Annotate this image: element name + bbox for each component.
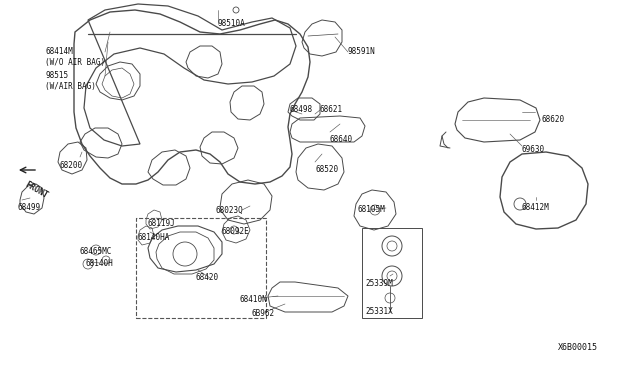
Text: 68420: 68420 [196,273,219,282]
Text: 98510A: 98510A [218,19,246,29]
Text: 98515: 98515 [45,71,68,80]
Text: 68499: 68499 [18,202,41,212]
Text: 68498: 68498 [290,106,313,115]
Text: 68465MC: 68465MC [80,247,113,257]
Text: 68410N: 68410N [240,295,268,305]
Text: 98591N: 98591N [348,48,376,57]
Text: (W/AIR BAG): (W/AIR BAG) [45,81,96,90]
Text: 68520: 68520 [315,166,338,174]
Text: 68620: 68620 [542,115,565,125]
Text: 68023Q: 68023Q [216,205,244,215]
Text: 68412M: 68412M [522,203,550,212]
Text: 68092E: 68092E [222,228,250,237]
Text: 25339M: 25339M [365,279,393,289]
Text: 68119J: 68119J [148,219,176,228]
Text: (W/O AIR BAG): (W/O AIR BAG) [45,58,105,67]
Text: 68621: 68621 [320,106,343,115]
Text: 69630: 69630 [522,145,545,154]
Text: 68140HA: 68140HA [138,234,170,243]
Text: FRONT: FRONT [23,180,49,200]
Text: 68640: 68640 [330,135,353,144]
Text: 68105M: 68105M [358,205,386,215]
Text: 25331X: 25331X [365,308,393,317]
Text: 68414M: 68414M [45,48,73,57]
Text: 68140H: 68140H [85,260,113,269]
Text: 68200: 68200 [60,161,83,170]
Text: 6B962: 6B962 [252,310,275,318]
Text: X6B00015: X6B00015 [558,343,598,353]
